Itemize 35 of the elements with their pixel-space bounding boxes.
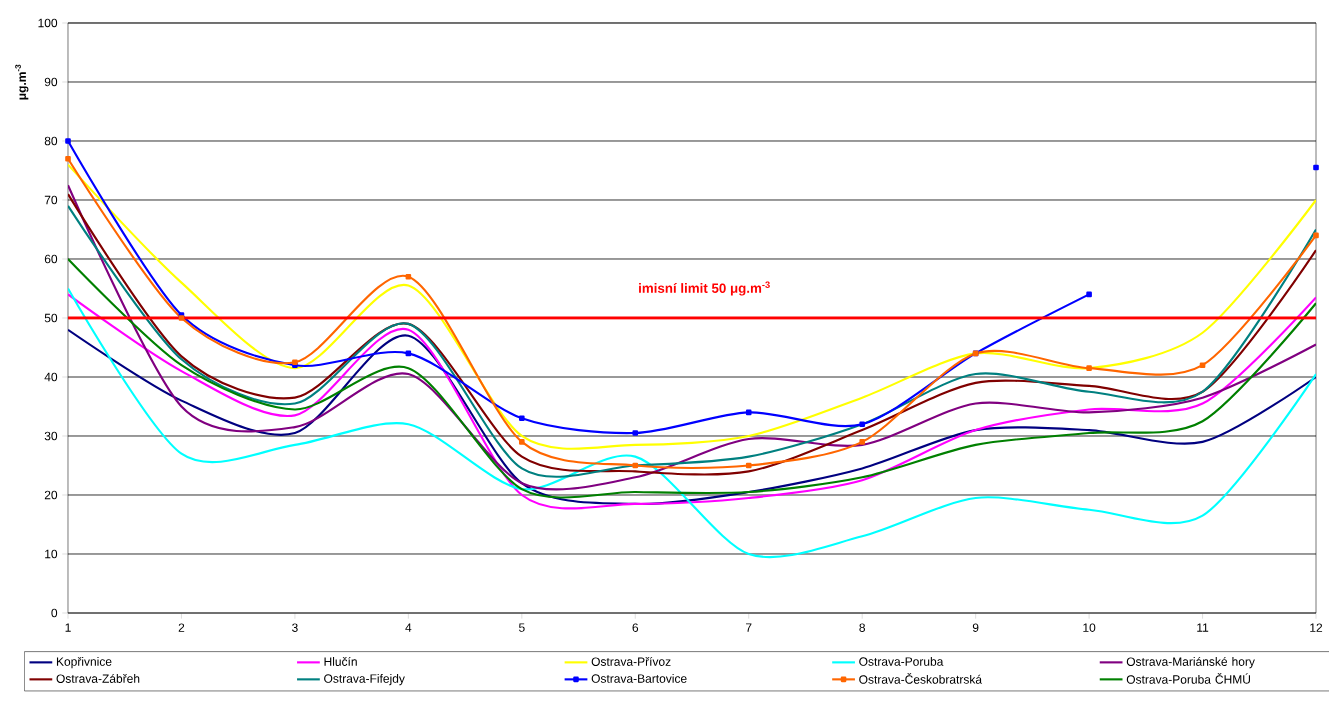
y-axis-title: μg.m$^{-3}$ [15, 64, 29, 100]
y-tick-label: 50 [44, 313, 58, 323]
legend-label: Ostrava-Bartovice [591, 674, 687, 683]
x-tick-label: 10 [1083, 623, 1096, 632]
legend-label: Hlučín [324, 656, 357, 666]
x-tick-label: 1 [65, 623, 71, 632]
x-tick-label: 9 [972, 623, 979, 632]
y-tick-label: 30 [44, 431, 58, 441]
legend-label: Ostrava-Přívoz [591, 656, 671, 666]
x-tick-label: 5 [518, 623, 525, 632]
x-tick-label: 2 [178, 623, 185, 632]
x-tick-label: 7 [746, 623, 752, 632]
legend-label: Ostrava-Poruba [859, 657, 944, 666]
y-tick-label: 100 [38, 18, 58, 28]
x-tick-label: 8 [859, 623, 865, 632]
y-tick-label: 60 [44, 254, 58, 264]
legend-label: Ostrava-Českobratrská [859, 673, 983, 684]
x-tick-label: 6 [632, 623, 639, 632]
y-tick-label: 40 [44, 372, 58, 382]
legend-label: Ostrava-Mariánské hory [1126, 656, 1255, 669]
y-tick-label: 20 [44, 490, 58, 500]
y-tick-label: 0 [51, 608, 58, 618]
x-tick-label: 12 [1310, 623, 1323, 632]
x-tick-label: 11 [1197, 623, 1209, 632]
y-tick-label: 80 [44, 136, 58, 146]
y-tick-label: 90 [44, 77, 58, 87]
legend-label: Ostrava-Fifejdy [324, 674, 405, 686]
legend-label: Kopřivnice [56, 657, 112, 669]
ref-line-label: imisní limit 50 μg.m$^{-3}$ [639, 281, 770, 296]
y-tick-label: 10 [45, 549, 58, 559]
legend-label: Ostrava-Poruba ČHMÚ [1126, 673, 1250, 684]
legend-label: Ostrava-Zábřeh [56, 673, 140, 683]
x-tick-label: 3 [292, 623, 298, 632]
x-tick-label: 4 [405, 623, 412, 632]
y-tick-label: 70 [44, 195, 58, 205]
